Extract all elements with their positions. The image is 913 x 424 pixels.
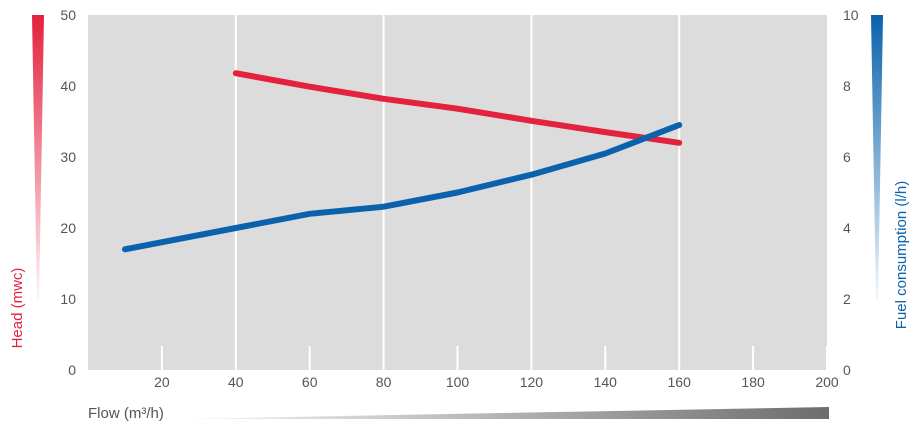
left-axis-title: Head (mwc): [9, 268, 26, 349]
y-left-tick-label-40: 40: [60, 78, 76, 94]
y-left-tick-label-0: 0: [68, 362, 76, 378]
head-line: [232, 70, 683, 146]
x-tick-label-60: 60: [302, 374, 318, 390]
y-left-tick-label-10: 10: [60, 291, 76, 307]
x-tick-label-120: 120: [520, 374, 544, 390]
y-right-tick-label-6: 6: [843, 149, 851, 165]
y-right-tick-label-2: 2: [843, 291, 851, 307]
left-axis-wedge: [32, 15, 44, 300]
x-tick-label-40: 40: [228, 374, 244, 390]
flow-axis-wedge: [180, 407, 829, 419]
x-tick-label-140: 140: [594, 374, 618, 390]
y-left-tick-label-50: 50: [60, 7, 76, 23]
right-axis-wedge: [871, 15, 883, 300]
x-tick-label-200: 200: [815, 374, 839, 390]
series-group: [122, 70, 683, 253]
y-right-tick-label-8: 8: [843, 78, 851, 94]
y-left-tick-label-20: 20: [60, 220, 76, 236]
x-tick-label-20: 20: [154, 374, 170, 390]
x-tick-label-80: 80: [376, 374, 392, 390]
right-axis-title: Fuel consumption (l/h): [893, 181, 910, 329]
y-right-tick-label-4: 4: [843, 220, 851, 236]
x-tick-label-180: 180: [741, 374, 765, 390]
x-tick-label-160: 160: [668, 374, 692, 390]
x-tick-label-100: 100: [446, 374, 470, 390]
y-right-tick-label-10: 10: [843, 7, 859, 23]
x-axis-title: Flow (m³/h): [88, 405, 164, 422]
y-left-tick-label-30: 30: [60, 149, 76, 165]
y-right-tick-label-0: 0: [843, 362, 851, 378]
fuel-consumption-line: [122, 122, 683, 253]
tick-labels: 20 40 60 80 100 120 140 160 180 20001020304050024…: [60, 7, 858, 390]
